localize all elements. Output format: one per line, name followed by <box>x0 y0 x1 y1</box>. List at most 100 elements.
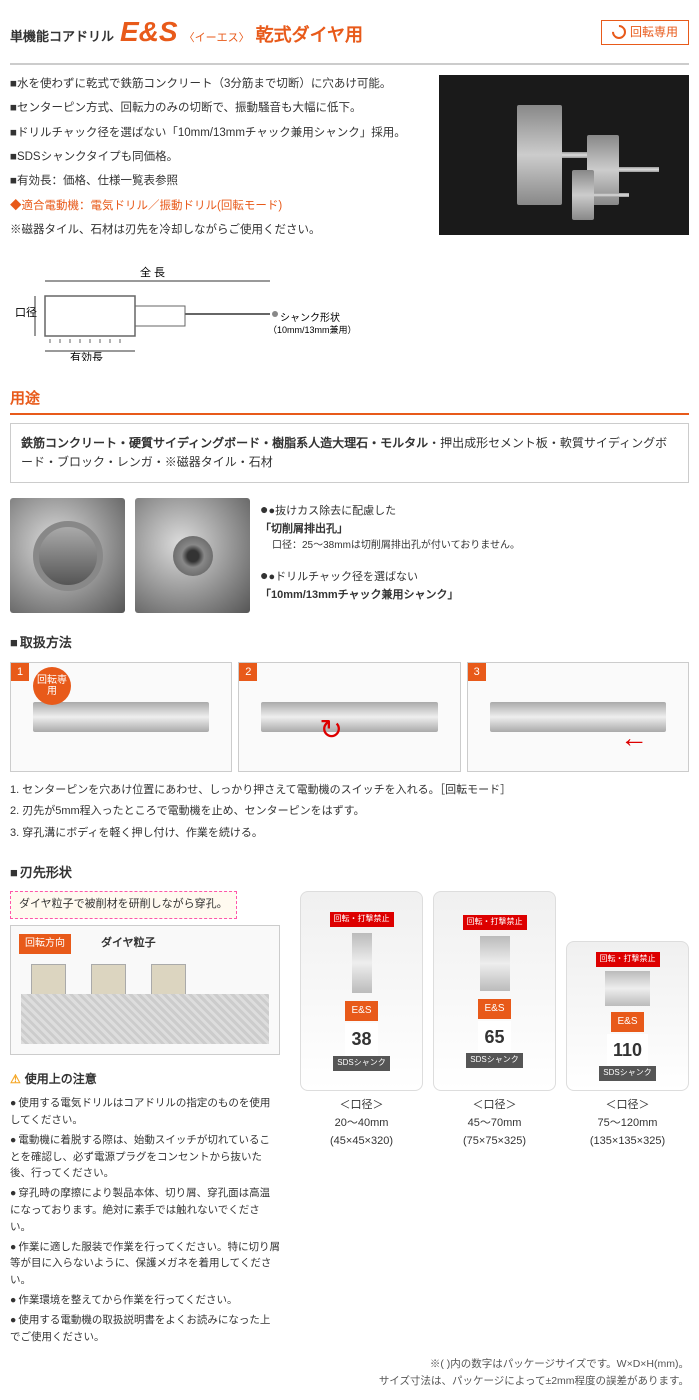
dimension-diagram: 口径 全 長 有効長 シャンク形状 （10mm/13mm兼用） <box>10 261 689 367</box>
product-image: 回転・打撃禁止 E&S 38 SDSシャンク <box>300 891 423 1091</box>
footnote-line2: サイズ寸法は、パッケージによって±2mm程度の誤差があります。 <box>10 1373 689 1390</box>
brand-label: E&S <box>345 1001 377 1021</box>
caption-range: 75～120mm <box>566 1115 689 1133</box>
total-length-label: 全 長 <box>140 265 165 279</box>
blade-title: 刃先形状 <box>10 863 689 884</box>
blade-illustration: 回転方向 ダイヤ粒子 <box>10 925 280 1055</box>
step-number: 1 <box>11 663 29 681</box>
footnote-line1: ※( )内の数字はパッケージサイズです。W×D×H(mm)。 <box>10 1356 689 1373</box>
blade-diagram: ダイヤ粒子で被削材を研削しながら穿孔。 回転方向 ダイヤ粒子 使用上の注意 使用… <box>10 891 280 1348</box>
feature-text: ●●抜けカス除去に配慮した 「切削屑排出孔」 口径：25～38mmは切削屑排出孔… <box>260 498 689 604</box>
step-text: 2. 刃先が5mm程入ったところで電動機を止め、センターピンをはずす。 <box>10 803 689 821</box>
intro-note: ※磁器タイル、石材は刃先を冷却しながらご使用ください。 <box>10 221 424 239</box>
caution-item: 穿孔時の摩擦により製品本体、切り屑、穿孔面は高温になっております。絶対に素手では… <box>10 1185 280 1235</box>
red-arrow-icon: ↻ <box>319 708 342 753</box>
step-number: 2 <box>239 663 257 681</box>
intro-highlight: ◆適合電動機：電気ドリル／振動ドリル(回転モード) <box>10 197 424 215</box>
step-3: 3 ← <box>467 662 689 772</box>
brand-label: E&S <box>478 999 510 1019</box>
footnote: ※( )内の数字はパッケージサイズです。W×D×H(mm)。 サイズ寸法は、パッ… <box>10 1356 689 1390</box>
step-number: 3 <box>468 663 486 681</box>
brand-logo: E&S <box>120 10 178 55</box>
caution-title: 使用上の注意 <box>10 1070 280 1089</box>
feature1-lead: ●抜けカス除去に配慮した <box>268 505 396 517</box>
step-1: 1 回転専用 <box>10 662 232 772</box>
intro-bullet: ■ドリルチャック径を選ばない「10mm/13mmチャック兼用シャンク」採用。 <box>10 124 424 142</box>
steps-list: 1. センターピンを穴あけ位置にあわせ、しっかり押さえて電動機のスイッチを入れる… <box>10 782 689 843</box>
category-label: 単機能コアドリル <box>10 27 114 48</box>
effective-length-label: 有効長 <box>70 350 103 361</box>
brand-label: E&S <box>611 1012 643 1032</box>
product-image: 回転・打撃禁止 E&S 65 SDSシャンク <box>433 891 556 1091</box>
caption-title: ＜口径＞ <box>433 1097 556 1115</box>
caution-item: 使用する電気ドリルはコアドリルの指定のものを使用してください。 <box>10 1095 280 1129</box>
caution-item: 使用する電動機の取扱説明書をよくお読みになった上でご使用ください。 <box>10 1312 280 1346</box>
shank-label: シャンク形状 <box>280 311 340 324</box>
rotation-direction-label: 回転方向 <box>19 934 71 954</box>
intro-bullet: ■有効長：価格、仕様一覧表参照 <box>10 172 424 190</box>
product-type: 乾式ダイヤ用 <box>256 21 363 50</box>
shank-label: SDSシャンク <box>466 1053 522 1068</box>
intro-bullet: ■水を使わずに乾式で鉄筋コンクリート（3分筋まで切断）に穴あけ可能。 <box>10 75 424 93</box>
caution-item: 作業環境を整えてから作業を行ってください。 <box>10 1292 280 1309</box>
caption-pkg: (45×45×320) <box>300 1133 423 1151</box>
caution-item: 作業に適した服装で作業を行ってください。特に切り屑等が目に入らないように、保護メ… <box>10 1239 280 1289</box>
product-package: 回転・打撃禁止 E&S 110 SDSシャンク ＜口径＞ 75～120mm (1… <box>566 891 689 1150</box>
size-number: 110 <box>607 1034 648 1067</box>
shank-label: SDSシャンク <box>599 1066 655 1081</box>
usage-title: 用途 <box>10 387 689 415</box>
feature2-bold: 「10mm/13mmチャック兼用シャンク」 <box>260 587 689 605</box>
header-title-group: 単機能コアドリル E&S 〈イーエス〉 乾式ダイヤ用 <box>10 10 363 55</box>
diameter-label: 口径 <box>15 306 37 319</box>
caption-range: 45～70mm <box>433 1115 556 1133</box>
dimension-svg: 口径 全 長 有効長 シャンク形状 （10mm/13mm兼用） <box>10 261 360 361</box>
intro-bullet: ■SDSシャンクタイプも同価格。 <box>10 148 424 166</box>
handling-title: 取扱方法 <box>10 633 689 654</box>
feature-image-2 <box>135 498 250 613</box>
intro-bullet: ■センターピン方式、回転力のみの切断で、振動騒音も大幅に低下。 <box>10 99 424 117</box>
warn-label: 回転・打撃禁止 <box>330 912 394 927</box>
rotation-only-badge: 回転専用 <box>601 20 689 45</box>
feature-images-row: ●●抜けカス除去に配慮した 「切削屑排出孔」 口径：25～38mmは切削屑排出孔… <box>10 498 689 613</box>
caution-list: 使用する電気ドリルはコアドリルの指定のものを使用してください。 電動機に着脱する… <box>10 1095 280 1345</box>
feature1-note: 口径：25～38mmは切削屑排出孔が付いておりません。 <box>272 538 689 554</box>
step-text: 1. センターピンを穴あけ位置にあわせ、しっかり押さえて電動機のスイッチを入れる… <box>10 782 689 800</box>
particle-label: ダイヤ粒子 <box>101 935 156 953</box>
caption-title: ＜口径＞ <box>566 1097 689 1115</box>
step-2: 2 ↻ <box>238 662 460 772</box>
warn-label: 回転・打撃禁止 <box>463 915 527 930</box>
caption-title: ＜口径＞ <box>300 1097 423 1115</box>
product-image: 回転・打撃禁止 E&S 110 SDSシャンク <box>566 941 689 1091</box>
feature-image-1 <box>10 498 125 613</box>
caption-pkg: (75×75×325) <box>433 1133 556 1151</box>
rotation-badge: 回転専用 <box>33 667 71 705</box>
intro-text: ■水を使わずに乾式で鉄筋コンクリート（3分筋まで切断）に穴あけ可能。 ■センター… <box>10 75 424 246</box>
caption-pkg: (135×135×325) <box>566 1133 689 1151</box>
feature1-bold: 「切削屑排出孔」 <box>260 521 689 539</box>
usage-strong: 鉄筋コンクリート・硬質サイディングボード・樹脂系人造大理石・モルタル <box>21 436 428 450</box>
caution-item: 電動機に着脱する際は、始動スイッチが切れていることを確認し、必ず電源プラグをコン… <box>10 1132 280 1182</box>
blade-row: ダイヤ粒子で被削材を研削しながら穿孔。 回転方向 ダイヤ粒子 使用上の注意 使用… <box>10 891 689 1348</box>
step-text: 3. 穿孔溝にボディを軽く押し付け、作業を続ける。 <box>10 825 689 843</box>
brand-subtitle: 〈イーエス〉 <box>184 30 250 48</box>
shank-sublabel: （10mm/13mm兼用） <box>268 324 357 335</box>
product-package: 回転・打撃禁止 E&S 38 SDSシャンク ＜口径＞ 20～40mm (45×… <box>300 891 423 1150</box>
steps-row: 1 回転専用 2 ↻ 3 ← <box>10 662 689 772</box>
usage-box: 鉄筋コンクリート・硬質サイディングボード・樹脂系人造大理石・モルタル・押出成形セ… <box>10 423 689 483</box>
product-package: 回転・打撃禁止 E&S 65 SDSシャンク ＜口径＞ 45～70mm (75×… <box>433 891 556 1150</box>
warn-label: 回転・打撃禁止 <box>596 952 660 967</box>
caution-section: 使用上の注意 使用する電気ドリルはコアドリルの指定のものを使用してください。 電… <box>10 1070 280 1345</box>
feature2-lead: ●ドリルチャック径を選ばない <box>268 571 418 583</box>
blade-note: ダイヤ粒子で被削材を研削しながら穿孔。 <box>10 891 237 919</box>
products-row: 回転・打撃禁止 E&S 38 SDSシャンク ＜口径＞ 20～40mm (45×… <box>300 891 689 1150</box>
shank-label: SDSシャンク <box>333 1056 389 1071</box>
hero-product-image <box>439 75 689 235</box>
rotation-icon <box>609 22 629 42</box>
badge-text: 回転専用 <box>630 23 678 42</box>
size-number: 65 <box>478 1021 510 1054</box>
red-arrow-icon: ← <box>620 716 648 761</box>
caption-range: 20～40mm <box>300 1115 423 1133</box>
intro-section: ■水を使わずに乾式で鉄筋コンクリート（3分筋まで切断）に穴あけ可能。 ■センター… <box>10 75 689 246</box>
size-number: 38 <box>345 1023 377 1056</box>
page-header: 単機能コアドリル E&S 〈イーエス〉 乾式ダイヤ用 回転専用 <box>10 10 689 65</box>
